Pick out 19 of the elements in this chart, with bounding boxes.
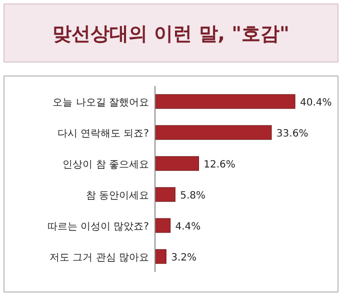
data-label: 3.2% xyxy=(171,252,196,264)
y-tick-label: 다시 연락해도 되죠? xyxy=(57,128,149,140)
bar xyxy=(154,218,171,233)
bar xyxy=(154,249,166,264)
y-tick-label: 참 동안이세요 xyxy=(86,190,149,202)
bar xyxy=(154,94,296,109)
data-label: 4.4% xyxy=(175,222,201,232)
chart-title: 맞선상대의 이런 말, "호감" xyxy=(52,23,290,45)
data-label: 12.6% xyxy=(204,160,236,170)
bar xyxy=(154,156,199,171)
data-label: 33.6% xyxy=(276,128,308,140)
data-label: 40.4% xyxy=(300,98,332,108)
bar xyxy=(154,187,176,202)
bar xyxy=(154,125,272,140)
data-label: 5.8% xyxy=(180,190,206,202)
y-tick-label: 인상이 참 좋으세요 xyxy=(62,160,149,170)
y-tick-label: 오늘 나오길 잘했어요 xyxy=(52,98,149,108)
y-tick-label: 따르는 이성이 많았죠? xyxy=(47,222,149,232)
y-tick-label: 저도 그거 관심 많아요 xyxy=(49,252,149,264)
